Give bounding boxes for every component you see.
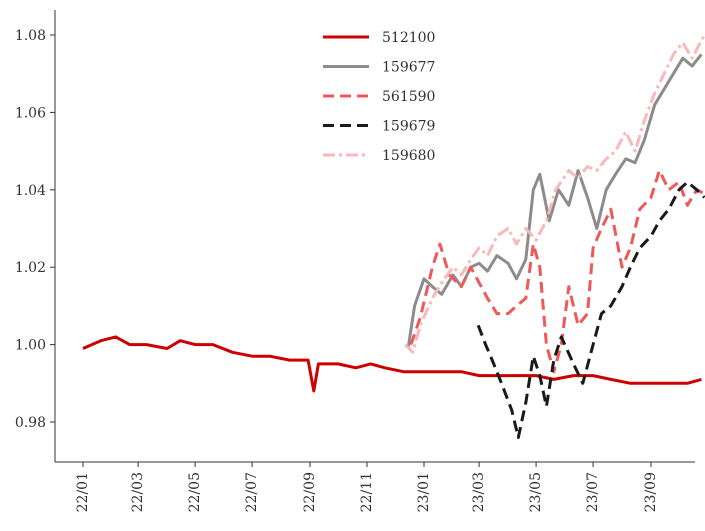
plot-area: [82, 34, 705, 439]
legend-label-159680: 159680: [382, 148, 435, 164]
series-line-512100: [82, 335, 702, 393]
x-tick-label: 22/09: [302, 472, 318, 512]
legend-label-561590: 561590: [382, 89, 435, 105]
y-tick-label: 1.06: [15, 105, 46, 121]
legend-label-159677: 159677: [382, 60, 435, 76]
x-tick-label: 23/03: [471, 472, 487, 512]
legend: 512100 159677 561590 159679 159680: [323, 30, 435, 164]
x-tick-label: 22/11: [359, 472, 375, 512]
legend-label-159679: 159679: [382, 119, 435, 135]
y-tick-label: 1.08: [15, 28, 46, 44]
series-line-159677: [406, 53, 703, 349]
y-tick-label: 1.00: [15, 338, 46, 354]
y-tick-label: 0.98: [15, 415, 46, 431]
series-line-159680: [404, 34, 705, 354]
x-tick-label: 22/01: [75, 472, 91, 512]
x-tick-label: 23/05: [528, 472, 544, 512]
x-tick-label: 22/05: [187, 472, 203, 512]
y-tick-label: 1.04: [15, 183, 46, 199]
x-tick-label: 23/07: [585, 472, 601, 512]
series-line-561590: [409, 169, 705, 374]
x-tick-label: 23/09: [643, 472, 659, 512]
y-axis-ticks: 0.98 1.00 1.02 1.04 1.06 1.08: [15, 28, 55, 431]
series-line-159679: [476, 180, 705, 439]
x-tick-label: 22/07: [244, 472, 260, 512]
x-axis-ticks: 22/01 22/03 22/05 22/07 22/09 22/11 23/01 23/03…: [75, 462, 659, 512]
legend-label-512100: 512100: [382, 30, 435, 46]
x-tick-label: 22/03: [130, 472, 146, 512]
y-tick-label: 1.02: [15, 260, 46, 276]
axes: [54, 10, 695, 463]
x-tick-label: 23/01: [416, 472, 432, 512]
